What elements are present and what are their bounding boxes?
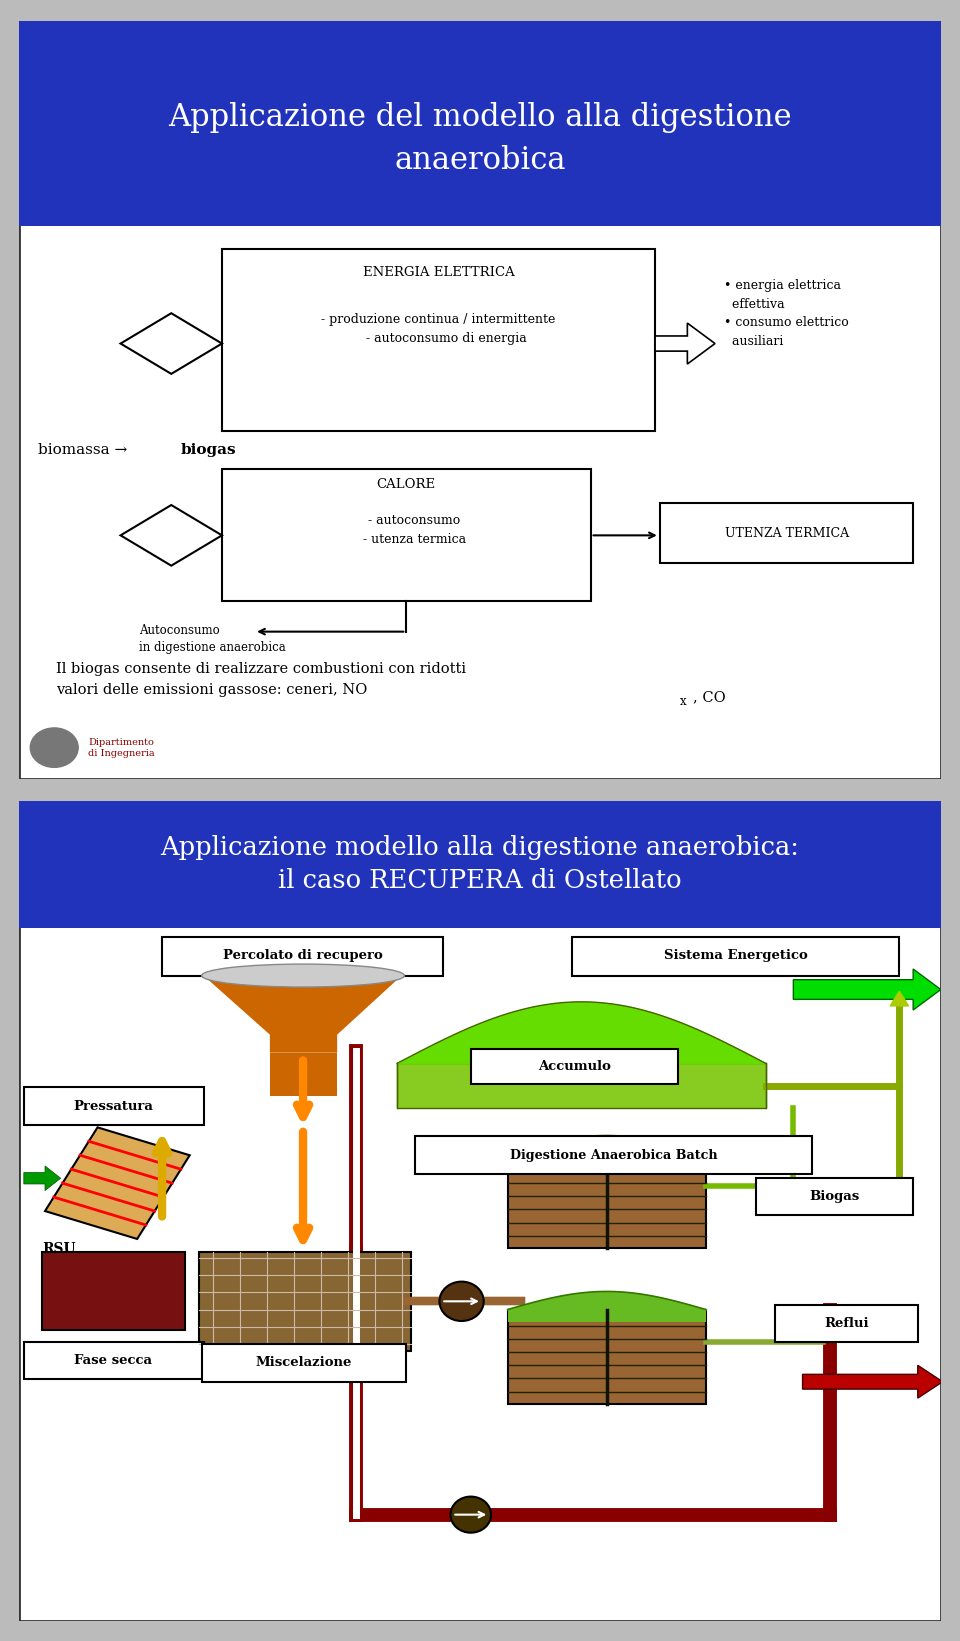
Polygon shape — [45, 1127, 190, 1239]
FancyBboxPatch shape — [222, 469, 590, 601]
Text: ENERGIA ELETTRICA: ENERGIA ELETTRICA — [363, 266, 515, 279]
FancyBboxPatch shape — [24, 1086, 204, 1126]
Polygon shape — [793, 968, 941, 1009]
FancyBboxPatch shape — [416, 1136, 812, 1175]
Polygon shape — [655, 323, 715, 364]
Text: , CO: , CO — [693, 689, 726, 704]
Text: - produzione continua / intermittente
    - autoconsumo di energia: - produzione continua / intermittente - … — [322, 313, 556, 345]
FancyBboxPatch shape — [19, 801, 941, 929]
FancyBboxPatch shape — [572, 937, 900, 975]
FancyBboxPatch shape — [24, 1342, 204, 1378]
FancyBboxPatch shape — [42, 1252, 185, 1329]
Text: biogas: biogas — [180, 443, 236, 456]
Polygon shape — [24, 1165, 60, 1191]
Text: Applicazione modello alla digestione anaerobica:
il caso RECUPERA di Ostellato: Applicazione modello alla digestione ana… — [160, 835, 800, 893]
FancyBboxPatch shape — [508, 1154, 706, 1247]
FancyBboxPatch shape — [19, 801, 941, 1621]
Text: UTENZA TERMICA: UTENZA TERMICA — [725, 527, 849, 540]
Text: Dipartimento
di Ingegneria: Dipartimento di Ingegneria — [88, 738, 155, 758]
Text: Pressatura: Pressatura — [73, 1099, 154, 1113]
FancyBboxPatch shape — [397, 1063, 766, 1109]
Polygon shape — [890, 991, 908, 1006]
FancyBboxPatch shape — [162, 937, 444, 975]
Polygon shape — [204, 975, 401, 1054]
Polygon shape — [803, 1365, 943, 1398]
Text: • energia elettrica
  effettiva
• consumo elettrico
  ausiliari: • energia elettrica effettiva • consumo … — [724, 279, 849, 348]
FancyBboxPatch shape — [756, 1178, 913, 1214]
FancyBboxPatch shape — [508, 1154, 706, 1165]
FancyBboxPatch shape — [270, 1054, 337, 1096]
Circle shape — [440, 1282, 484, 1321]
FancyBboxPatch shape — [19, 21, 941, 226]
Circle shape — [31, 729, 78, 768]
Polygon shape — [121, 505, 222, 566]
Text: Sistema Energetico: Sistema Energetico — [664, 950, 808, 962]
Text: Percolato di recupero: Percolato di recupero — [223, 950, 383, 962]
FancyBboxPatch shape — [508, 1310, 706, 1323]
FancyBboxPatch shape — [660, 502, 913, 563]
Text: Accumulo: Accumulo — [539, 1060, 612, 1073]
Circle shape — [450, 1497, 492, 1533]
Text: Applicazione del modello alla digestione
anaerobica: Applicazione del modello alla digestione… — [168, 102, 792, 176]
Polygon shape — [121, 313, 222, 374]
FancyBboxPatch shape — [222, 249, 655, 430]
FancyBboxPatch shape — [202, 1344, 406, 1382]
Text: Autoconsumo
in digestione anaerobica: Autoconsumo in digestione anaerobica — [139, 624, 286, 655]
Text: Reflui: Reflui — [825, 1318, 869, 1329]
Text: Fase secca: Fase secca — [74, 1354, 153, 1367]
FancyBboxPatch shape — [199, 1252, 411, 1351]
Ellipse shape — [202, 963, 404, 986]
FancyBboxPatch shape — [19, 21, 941, 779]
FancyBboxPatch shape — [470, 1050, 678, 1083]
Text: Il biogas consente di realizzare combustioni con ridotti
valori delle emissioni : Il biogas consente di realizzare combust… — [56, 661, 467, 696]
Text: Miscelazione: Miscelazione — [255, 1357, 352, 1369]
Text: Digestione Anaerobica Batch: Digestione Anaerobica Batch — [510, 1149, 717, 1162]
Text: - autoconsumo
    - utenza termica: - autoconsumo - utenza termica — [347, 514, 466, 546]
FancyBboxPatch shape — [508, 1310, 706, 1403]
Text: RSU: RSU — [42, 1242, 76, 1257]
Text: CALORE: CALORE — [376, 479, 436, 492]
Text: biomassa →: biomassa → — [37, 443, 132, 456]
FancyBboxPatch shape — [775, 1306, 918, 1342]
Text: x: x — [680, 694, 686, 707]
Text: Biogas: Biogas — [809, 1190, 860, 1203]
